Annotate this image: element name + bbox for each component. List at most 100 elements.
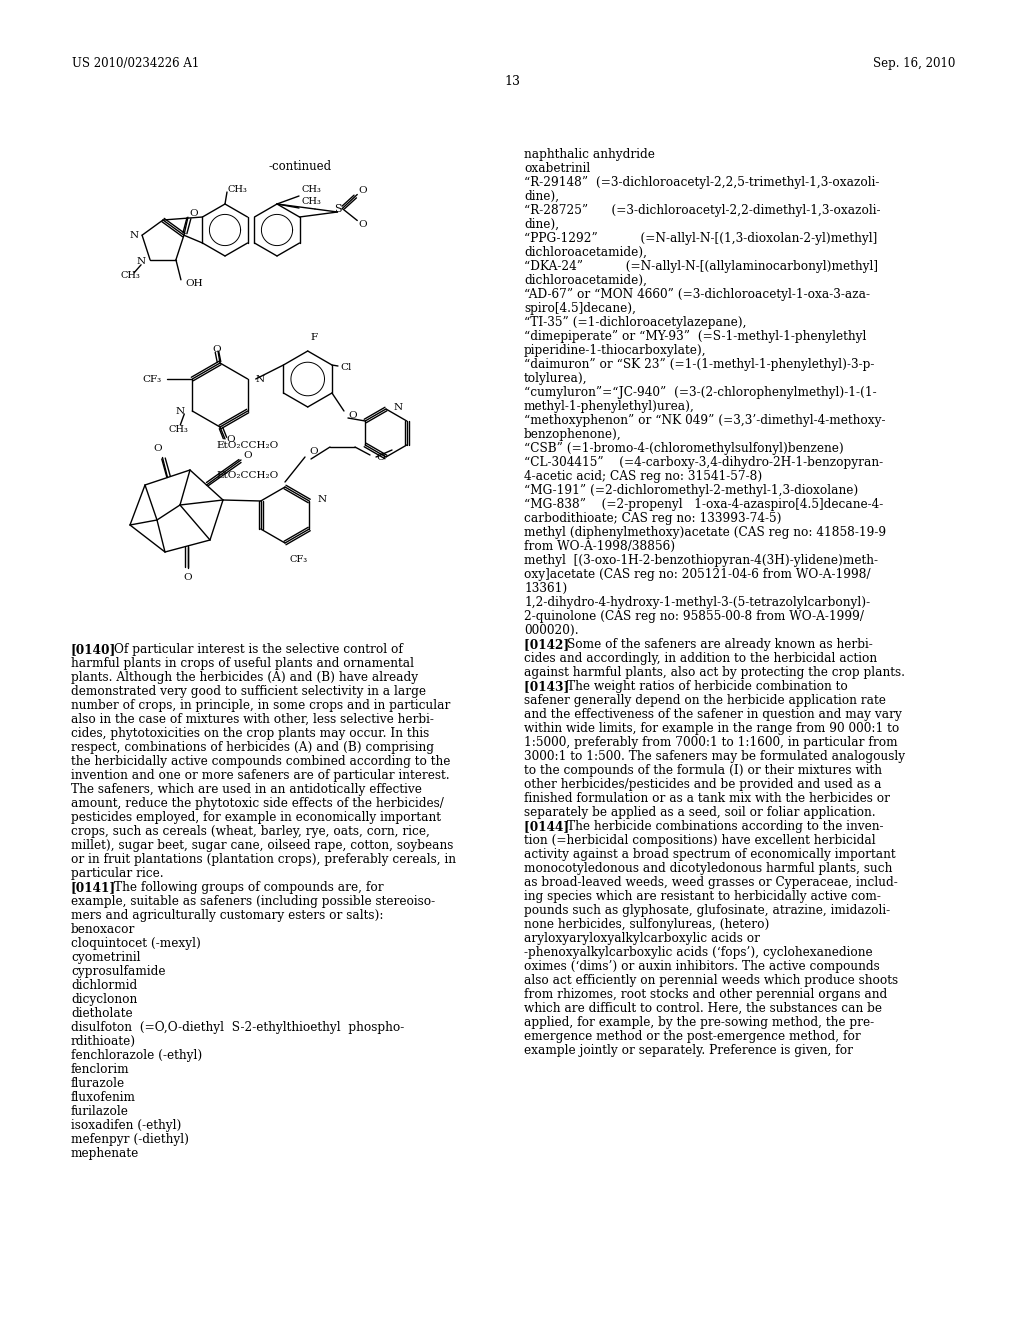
Text: N: N [394,403,403,412]
Text: isoxadifen (-ethyl): isoxadifen (-ethyl) [71,1119,181,1133]
Text: 13: 13 [504,75,520,88]
Text: millet), sugar beet, sugar cane, oilseed rape, cotton, soybeans: millet), sugar beet, sugar cane, oilseed… [71,840,454,851]
Text: from rhizomes, root stocks and other perennial organs and: from rhizomes, root stocks and other per… [524,987,887,1001]
Text: Sep. 16, 2010: Sep. 16, 2010 [872,57,955,70]
Text: disulfoton  (=O,O-diethyl  S-2-ethylthioethyl  phospho-: disulfoton (=O,O-diethyl S-2-ethylthioet… [71,1020,404,1034]
Text: other herbicides/pesticides and be provided and used as a: other herbicides/pesticides and be provi… [524,777,882,791]
Text: applied, for example, by the pre-sowing method, the pre-: applied, for example, by the pre-sowing … [524,1016,874,1030]
Text: fenclorim: fenclorim [71,1063,130,1076]
Text: “TI-35” (=1-dichloroacetylazepane),: “TI-35” (=1-dichloroacetylazepane), [524,315,746,329]
Text: “DKA-24”           (=N-allyl-N-[(allylaminocarbonyl)methyl]: “DKA-24” (=N-allyl-N-[(allylaminocarbony… [524,260,878,273]
Text: -phenoxyalkylcarboxylic acids (‘fops’), cyclohexanedione: -phenoxyalkylcarboxylic acids (‘fops’), … [524,946,872,960]
Text: also act efficiently on perennial weeds which produce shoots: also act efficiently on perennial weeds … [524,974,898,987]
Text: oxy]acetate (CAS reg no: 205121-04-6 from WO-A-1998/: oxy]acetate (CAS reg no: 205121-04-6 fro… [524,568,870,581]
Text: also in the case of mixtures with other, less selective herbi-: also in the case of mixtures with other,… [71,713,434,726]
Text: plants. Although the herbicides (A) and (B) have already: plants. Although the herbicides (A) and … [71,671,418,684]
Text: [0142]: [0142] [524,638,573,651]
Text: dicyclonon: dicyclonon [71,993,137,1006]
Text: [0143]: [0143] [524,680,573,693]
Text: mers and agriculturally customary esters or salts):: mers and agriculturally customary esters… [71,909,384,921]
Text: benzophenone),: benzophenone), [524,428,622,441]
Text: flurazole: flurazole [71,1077,125,1090]
Text: “MG-191” (=2-dichloromethyl-2-methyl-1,3-dioxolane): “MG-191” (=2-dichloromethyl-2-methyl-1,3… [524,484,858,498]
Text: 3000:1 to 1:500. The safeners may be formulated analogously: 3000:1 to 1:500. The safeners may be for… [524,750,905,763]
Text: from WO-A-1998/38856): from WO-A-1998/38856) [524,540,675,553]
Text: pounds such as glyphosate, glufosinate, atrazine, imidazoli-: pounds such as glyphosate, glufosinate, … [524,904,890,917]
Text: demonstrated very good to sufficient selectivity in a large: demonstrated very good to sufficient sel… [71,685,426,698]
Text: [0140]: [0140] [71,643,117,656]
Text: rdithioate): rdithioate) [71,1035,136,1048]
Text: CH₃: CH₃ [228,186,248,194]
Text: fenchlorazole (-ethyl): fenchlorazole (-ethyl) [71,1049,203,1063]
Text: against harmful plants, also act by protecting the crop plants.: against harmful plants, also act by prot… [524,667,905,678]
Text: tion (=herbicidal compositions) have excellent herbicidal: tion (=herbicidal compositions) have exc… [524,834,876,847]
Text: CF₃: CF₃ [142,375,162,384]
Text: “MG-838”    (=2-propenyl   1-oxa-4-azaspiro[4.5]decane-4-: “MG-838” (=2-propenyl 1-oxa-4-azaspiro[4… [524,498,884,511]
Text: amount, reduce the phytotoxic side effects of the herbicides/: amount, reduce the phytotoxic side effec… [71,797,443,810]
Text: furilazole: furilazole [71,1105,129,1118]
Text: methyl (diphenylmethoxy)acetate (CAS reg no: 41858-19-9: methyl (diphenylmethoxy)acetate (CAS reg… [524,525,886,539]
Text: monocotyledonous and dicotyledonous harmful plants, such: monocotyledonous and dicotyledonous harm… [524,862,892,875]
Text: and the effectiveness of the safener in question and may vary: and the effectiveness of the safener in … [524,708,902,721]
Text: EtO₂CCH₂O: EtO₂CCH₂O [217,470,280,479]
Text: N: N [136,257,145,267]
Text: example, suitable as safeners (including possible stereoiso-: example, suitable as safeners (including… [71,895,435,908]
Text: OH: OH [185,280,203,288]
Text: 13361): 13361) [524,582,567,595]
Text: “R-28725”      (=3-dichloroacetyl-2,2-dimethyl-1,3-oxazoli-: “R-28725” (=3-dichloroacetyl-2,2-dimethy… [524,205,881,216]
Text: pesticides employed, for example in economically important: pesticides employed, for example in econ… [71,810,441,824]
Text: harmful plants in crops of useful plants and ornamental: harmful plants in crops of useful plants… [71,657,414,671]
Text: CF₃: CF₃ [290,554,308,564]
Text: “CSB” (=1-bromo-4-(chloromethylsulfonyl)benzene): “CSB” (=1-bromo-4-(chloromethylsulfonyl)… [524,442,844,455]
Text: N: N [129,231,138,240]
Text: methyl  [(3-oxo-1H-2-benzothiopyran-4(3H)-ylidene)meth-: methyl [(3-oxo-1H-2-benzothiopyran-4(3H)… [524,554,878,568]
Text: O: O [183,573,191,582]
Text: methyl-1-phenylethyl)urea),: methyl-1-phenylethyl)urea), [524,400,695,413]
Text: 1:5000, preferably from 7000:1 to 1:1600, in particular from: 1:5000, preferably from 7000:1 to 1:1600… [524,737,898,748]
Text: 1,2-dihydro-4-hydroxy-1-methyl-3-(5-tetrazolylcarbonyl)-: 1,2-dihydro-4-hydroxy-1-methyl-3-(5-tetr… [524,597,870,609]
Text: cyprosulfamide: cyprosulfamide [71,965,166,978]
Text: The safeners, which are used in an antidotically effective: The safeners, which are used in an antid… [71,783,422,796]
Text: within wide limits, for example in the range from 90 000:1 to: within wide limits, for example in the r… [524,722,899,735]
Text: or in fruit plantations (plantation crops), preferably cereals, in: or in fruit plantations (plantation crop… [71,853,456,866]
Text: O: O [154,444,162,453]
Text: N: N [317,495,327,503]
Text: example jointly or separately. Preference is given, for: example jointly or separately. Preferenc… [524,1044,853,1057]
Text: [0141]: [0141] [71,880,116,894]
Text: dichloroacetamide),: dichloroacetamide), [524,275,647,286]
Text: The herbicide combinations according to the inven-: The herbicide combinations according to … [567,820,884,833]
Text: N: N [175,407,184,416]
Text: N: N [256,375,265,384]
Text: “CL-304415”    (=4-carboxy-3,4-dihydro-2H-1-benzopyran-: “CL-304415” (=4-carboxy-3,4-dihydro-2H-1… [524,455,883,469]
Text: The weight ratios of herbicide combination to: The weight ratios of herbicide combinati… [567,680,848,693]
Text: 2-quinolone (CAS reg no: 95855-00-8 from WO-A-1999/: 2-quinolone (CAS reg no: 95855-00-8 from… [524,610,864,623]
Text: O: O [376,453,385,462]
Text: which are difficult to control. Here, the substances can be: which are difficult to control. Here, th… [524,1002,882,1015]
Text: O: O [189,209,199,218]
Text: to the compounds of the formula (I) or their mixtures with: to the compounds of the formula (I) or t… [524,764,882,777]
Text: tolylurea),: tolylurea), [524,372,588,385]
Text: US 2010/0234226 A1: US 2010/0234226 A1 [72,57,200,70]
Text: none herbicides, sulfonylureas, (hetero): none herbicides, sulfonylureas, (hetero) [524,917,769,931]
Text: Some of the safeners are already known as herbi-: Some of the safeners are already known a… [567,638,872,651]
Text: as broad-leaved weeds, weed grasses or Cyperaceae, includ-: as broad-leaved weeds, weed grasses or C… [524,876,898,888]
Text: oxabetrinil: oxabetrinil [524,162,590,176]
Text: EtO₂CCH₂O: EtO₂CCH₂O [217,441,280,450]
Text: “PPG-1292”           (=N-allyl-N-[(1,3-dioxolan-2-yl)methyl]: “PPG-1292” (=N-allyl-N-[(1,3-dioxolan-2-… [524,232,878,246]
Text: O: O [309,447,317,457]
Text: “daimuron” or “SK 23” (=1-(1-methyl-1-phenylethyl)-3-p-: “daimuron” or “SK 23” (=1-(1-methyl-1-ph… [524,358,874,371]
Text: cides and accordingly, in addition to the herbicidal action: cides and accordingly, in addition to th… [524,652,878,665]
Text: finished formulation or as a tank mix with the herbicides or: finished formulation or as a tank mix wi… [524,792,890,805]
Text: emergence method or the post-emergence method, for: emergence method or the post-emergence m… [524,1030,861,1043]
Text: the herbicidally active compounds combined according to the: the herbicidally active compounds combin… [71,755,451,768]
Text: spiro[4.5]decane),: spiro[4.5]decane), [524,302,636,315]
Text: CH₃: CH₃ [302,186,322,194]
Text: “AD-67” or “MON 4660” (=3-dichloroacetyl-1-oxa-3-aza-: “AD-67” or “MON 4660” (=3-dichloroacetyl… [524,288,870,301]
Text: dietholate: dietholate [71,1007,133,1020]
Text: dichlormid: dichlormid [71,979,137,993]
Text: O: O [226,434,234,444]
Text: O: O [244,451,252,461]
Text: particular rice.: particular rice. [71,867,164,880]
Text: “R-29148”  (=3-dichloroacetyl-2,2,5-trimethyl-1,3-oxazoli-: “R-29148” (=3-dichloroacetyl-2,2,5-trime… [524,176,880,189]
Text: number of crops, in principle, in some crops and in particular: number of crops, in principle, in some c… [71,700,451,711]
